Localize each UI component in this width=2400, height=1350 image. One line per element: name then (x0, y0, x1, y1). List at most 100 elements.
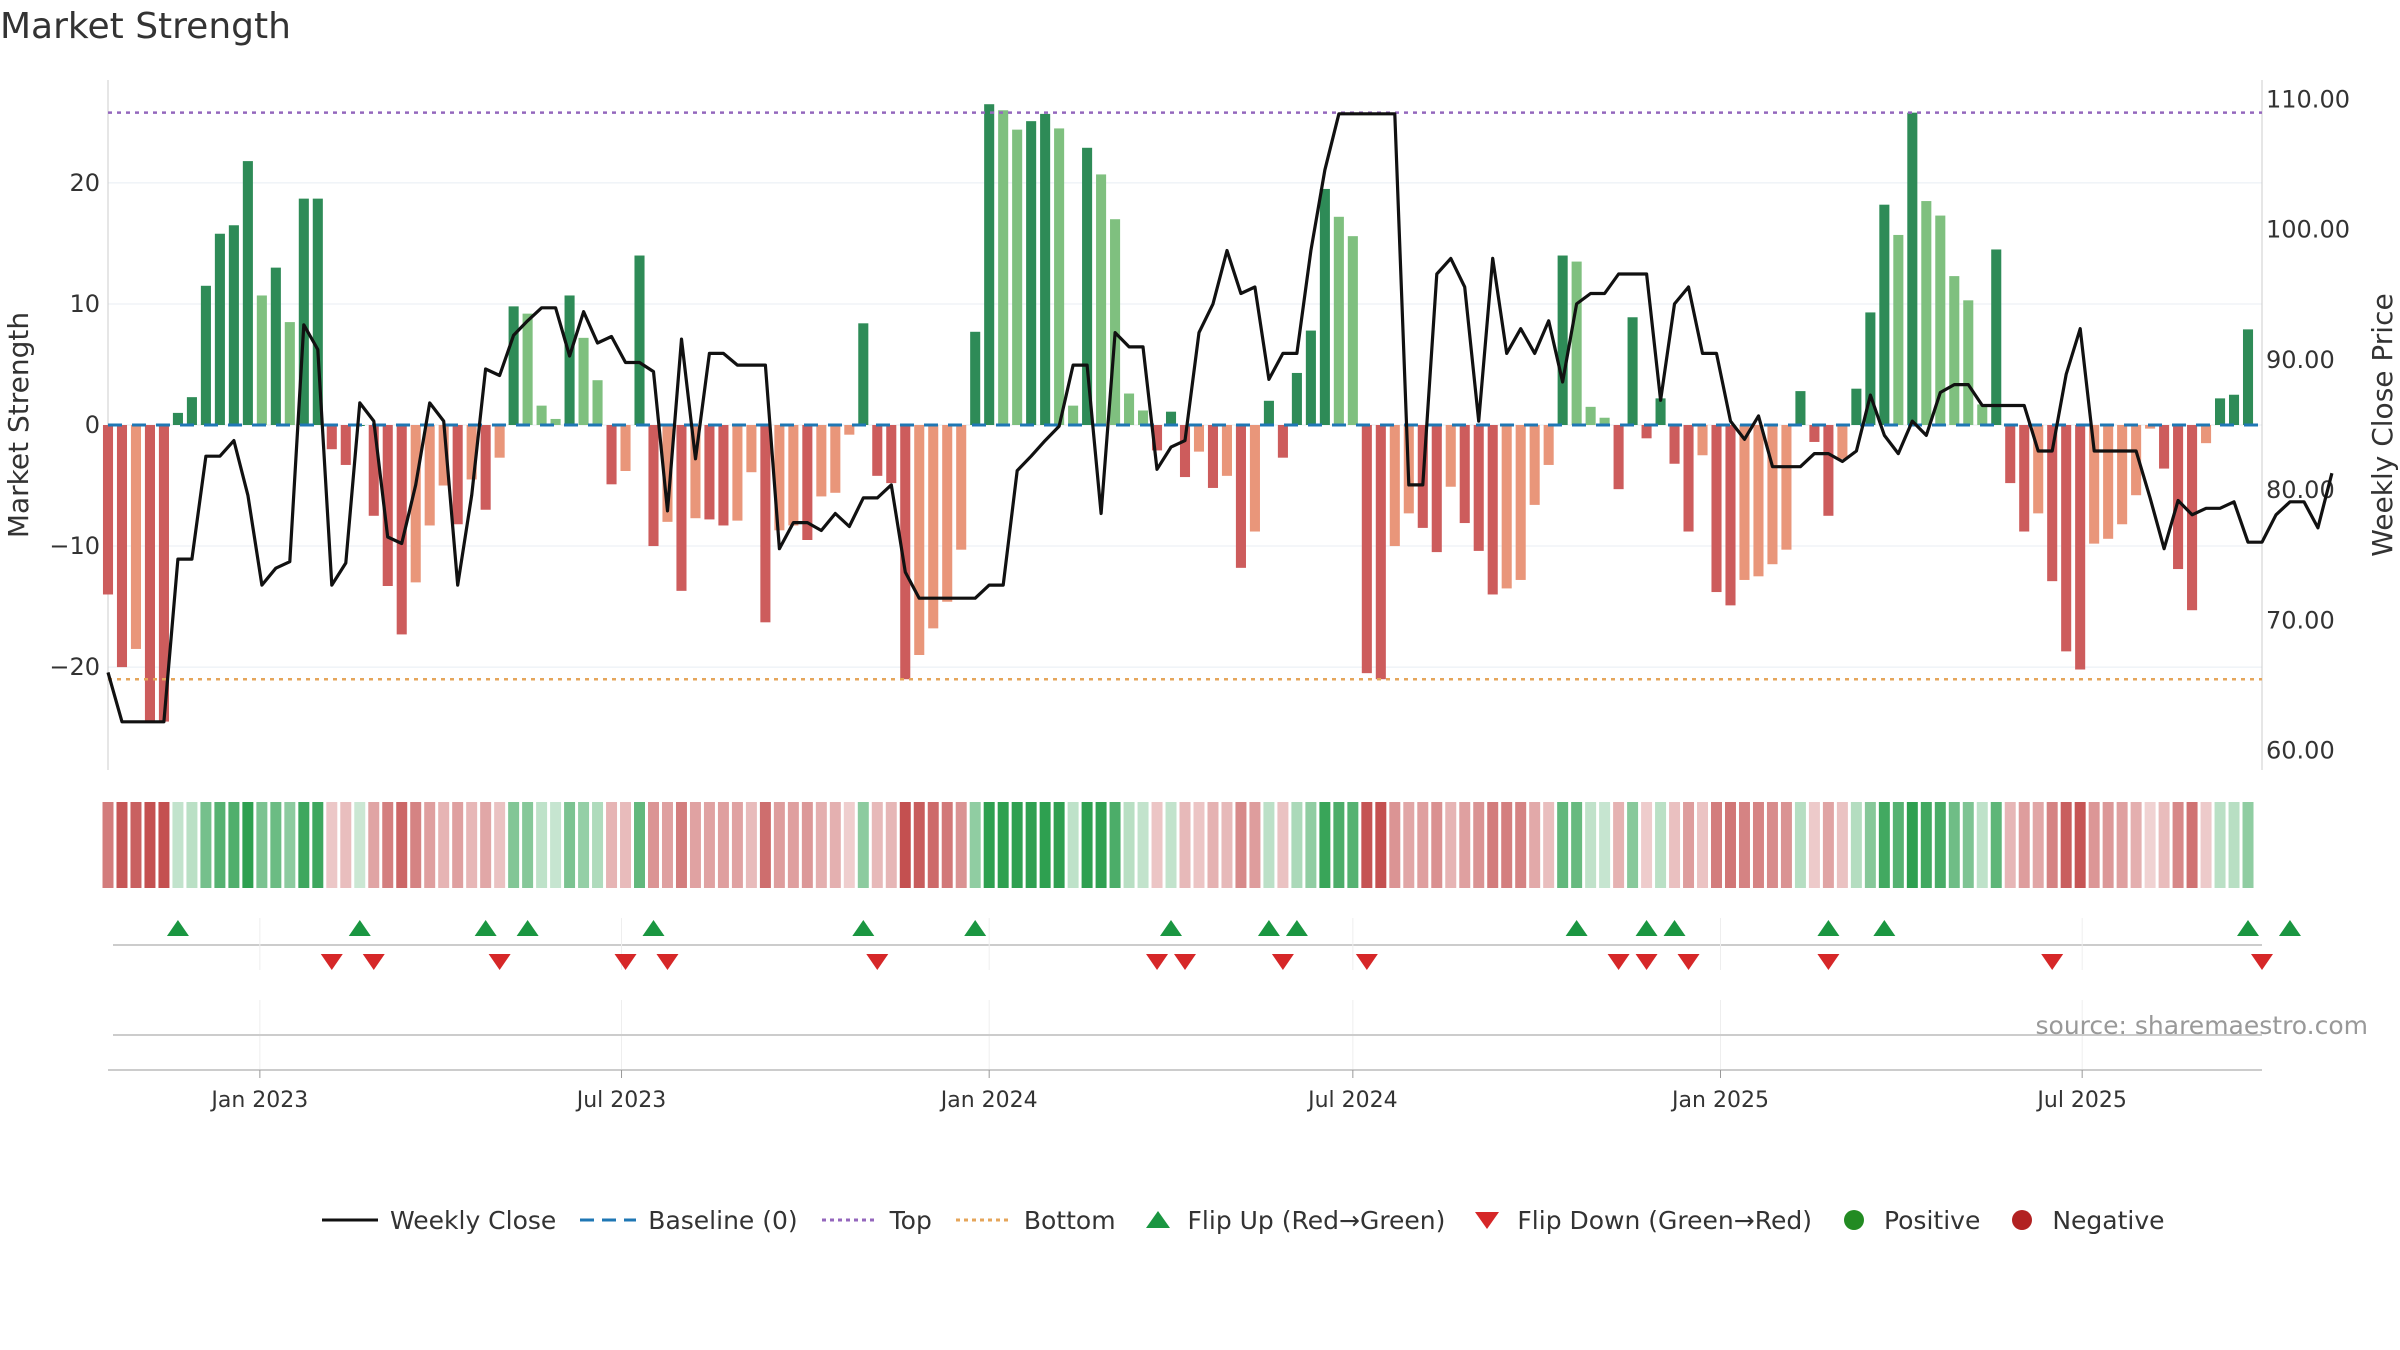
flip-down-marker (2041, 954, 2064, 970)
legend-bottom[interactable]: Bottom (954, 1206, 1116, 1235)
strength-bar (550, 418, 561, 425)
heat-cell (1123, 802, 1135, 888)
strength-bar (1977, 404, 1988, 425)
heat-cell (466, 802, 478, 888)
strength-bar (816, 425, 827, 497)
legend-top[interactable]: Top (820, 1206, 932, 1235)
heat-cell (536, 802, 548, 888)
y-tick-label-right: 70.00 (2266, 606, 2335, 634)
strength-bar (1809, 425, 1820, 442)
line-dotted-icon (955, 1218, 1012, 1222)
strength-bar (956, 425, 967, 550)
heat-cell (1822, 802, 1834, 888)
legend-flip-up[interactable]: Flip Up (Red→Green) (1138, 1206, 1445, 1235)
strength-bar (1711, 425, 1722, 593)
strength-bar (1893, 234, 1904, 425)
heat-cell (1249, 802, 1261, 888)
strength-bar (1235, 425, 1246, 568)
heat-cell (1948, 802, 1960, 888)
heat-cell (2032, 802, 2044, 888)
strength-bar (396, 425, 407, 635)
flip-down-marker (1146, 954, 1169, 970)
heat-cell (438, 802, 450, 888)
flip-down-marker (1635, 954, 1658, 970)
flip-up-marker (1257, 920, 1280, 936)
heat-cell (2144, 802, 2156, 888)
strength-bar (1585, 406, 1596, 425)
strength-bar (382, 425, 393, 586)
legend-weekly-close[interactable]: Weekly Close (320, 1206, 556, 1235)
strength-bar (998, 110, 1009, 426)
heat-cell (312, 802, 324, 888)
heat-cell (689, 802, 701, 888)
heat-cell (857, 802, 869, 888)
heat-cell (1627, 802, 1639, 888)
heat-cell (1543, 802, 1555, 888)
legend-positive[interactable]: Positive (1834, 1206, 1980, 1235)
legend-baseline[interactable]: Baseline (0) (578, 1206, 798, 1235)
heat-cell (843, 802, 855, 888)
heat-cell (1445, 802, 1457, 888)
strength-bar (1333, 216, 1344, 425)
y-tick-label-left: 20 (69, 169, 100, 197)
strength-bar (1613, 425, 1624, 490)
strength-bar (984, 104, 995, 426)
strength-bar (214, 233, 225, 425)
heat-cell (1515, 802, 1527, 888)
strength-bar (802, 425, 813, 540)
strength-bar (1375, 425, 1386, 680)
heat-cell (1347, 802, 1359, 888)
legend-flip-down[interactable]: Flip Down (Green→Red) (1467, 1206, 1812, 1235)
strength-bar (2187, 425, 2198, 611)
strength-bar (438, 425, 449, 486)
strength-bar (1571, 261, 1582, 425)
heat-cell (1473, 802, 1485, 888)
legend-negative[interactable]: Negative (2002, 1206, 2165, 1235)
strength-bar (1347, 236, 1358, 425)
heat-cell (1277, 802, 1289, 888)
strength-bar (732, 425, 743, 521)
strength-bar (1221, 425, 1232, 476)
heat-cell (382, 802, 394, 888)
strength-bar (466, 425, 477, 480)
strength-bar (1879, 204, 1890, 425)
strength-bar (1487, 425, 1498, 595)
strength-bar (746, 425, 757, 473)
heat-cell (1137, 802, 1149, 888)
strength-bar (2089, 425, 2100, 544)
heat-cell (1389, 802, 1401, 888)
heat-cell (522, 802, 534, 888)
strength-bar (228, 225, 239, 425)
strength-bar (2117, 425, 2128, 525)
flip-up-marker (1285, 920, 1308, 936)
strength-bar (340, 425, 351, 465)
heat-cell (1571, 802, 1583, 888)
heat-cell (242, 802, 254, 888)
heat-cell (2200, 802, 2212, 888)
y-tick-label-right: 100.00 (2266, 216, 2350, 244)
flip-down-marker (1677, 954, 1700, 970)
strength-bar (508, 306, 519, 425)
legend-label: Top (889, 1205, 932, 1235)
heat-cell (396, 802, 408, 888)
heat-cell (620, 802, 632, 888)
source-text: source: sharemaestro.com (2036, 1011, 2369, 1040)
strength-bar (774, 425, 785, 531)
strength-bar (424, 425, 435, 526)
flip-up-marker (2237, 920, 2260, 936)
heat-cell (578, 802, 590, 888)
x-tick-label: Jul 2025 (2035, 1088, 2127, 1113)
strength-bar (662, 425, 673, 522)
x-tick-label: Jan 2023 (209, 1088, 308, 1113)
flip-up-marker (1565, 920, 1588, 936)
x-tick-label: Jul 2024 (1306, 1088, 1398, 1113)
legend-label: Bottom (1023, 1205, 1116, 1235)
heat-cell (550, 802, 562, 888)
heat-cell (1025, 802, 1037, 888)
strength-bar (564, 295, 575, 425)
strength-bar (2201, 425, 2212, 444)
strength-bar (2215, 398, 2226, 425)
y-axis-title-right: Weekly Close Price (2366, 293, 2399, 556)
heat-cell (564, 802, 576, 888)
heat-cell (2172, 802, 2184, 888)
